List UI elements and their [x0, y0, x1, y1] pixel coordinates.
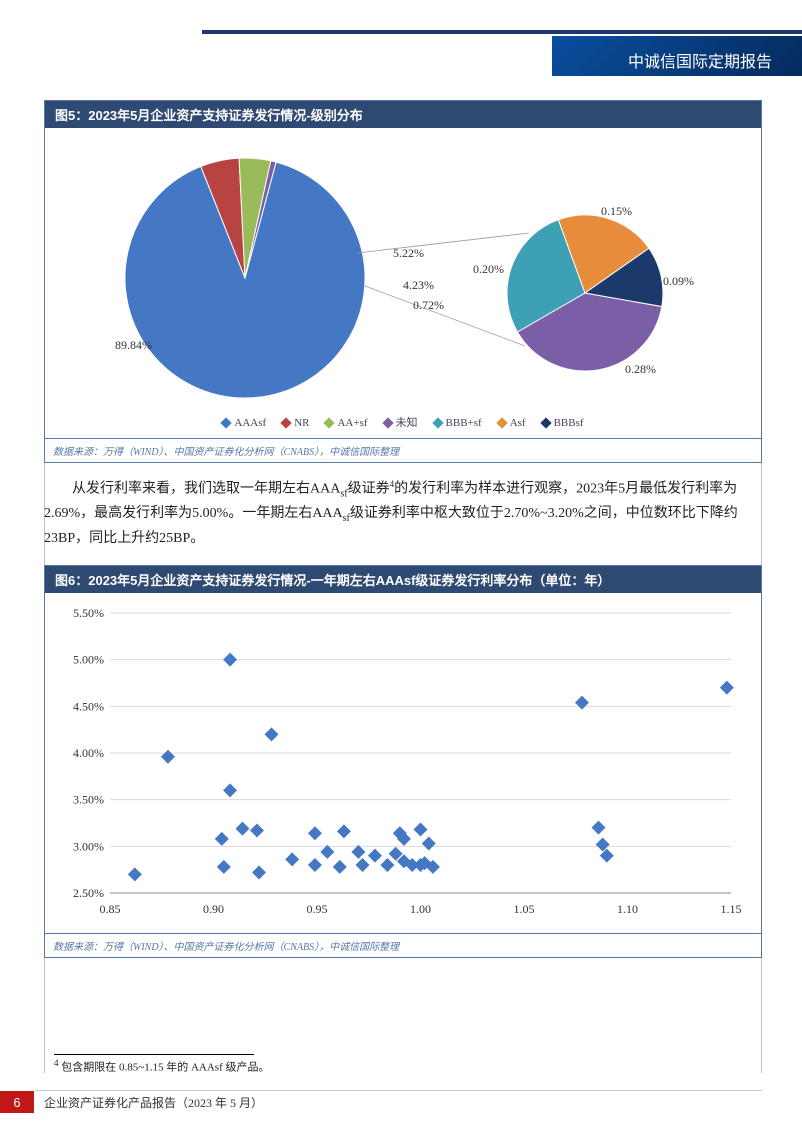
y-axis-label: 4.00%: [73, 746, 104, 760]
y-axis-label: 2.50%: [73, 886, 104, 900]
pie-slice-label: 0.20%: [473, 262, 504, 277]
scatter-point: [351, 845, 365, 859]
chart5-legend: AAAsf NR AA+sf 未知 BBB+sf Asf BBBsf: [45, 414, 761, 430]
scatter-point: [592, 821, 606, 835]
header-top-border: [202, 30, 802, 34]
body-paragraph: 从发行利率来看，我们选取一年期左右AAAsf级证券4的发行利率为样本进行观察，2…: [44, 477, 762, 551]
scatter-point: [575, 696, 589, 710]
page-footer: 6 企业资产证券化产品报告（2023 年 5 月）: [0, 1091, 263, 1113]
pie-slice-label: 0.28%: [625, 362, 656, 377]
footnote-separator: [54, 1054, 254, 1055]
scatter-point: [215, 832, 229, 846]
y-axis-label: 5.00%: [73, 653, 104, 667]
scatter-point: [380, 858, 394, 872]
scatter-point: [223, 653, 237, 667]
y-axis-label: 3.00%: [73, 839, 104, 853]
pie-slice-label: 0.15%: [601, 204, 632, 219]
pie-slice-label: 5.22%: [393, 246, 424, 261]
x-axis-label: 0.85: [100, 902, 121, 916]
chart6-svg: 2.50% 3.00% 3.50% 4.00% 4.50% 5.00% 5.50% 0.85 0…: [55, 603, 741, 923]
legend-item: AAAsf: [222, 417, 266, 429]
scatter-point: [320, 845, 334, 859]
scatter-point: [235, 822, 249, 836]
scatter-point: [252, 866, 266, 880]
y-axis-label: 3.50%: [73, 793, 104, 807]
scatter-point: [308, 858, 322, 872]
scatter-point: [600, 849, 614, 863]
pie-slice-label: 0.72%: [413, 298, 444, 313]
pie-slice-label: 4.23%: [403, 278, 434, 293]
scatter-point: [128, 867, 142, 881]
scatter-point: [414, 823, 428, 837]
legend-item: 未知: [384, 414, 418, 430]
footnote: 4 包含期限在 0.85~1.15 年的 AAAsf 级产品。: [54, 1058, 269, 1075]
scatter-point: [264, 727, 278, 741]
legend-item: BBB+sf: [434, 417, 482, 429]
x-axis-label: 1.05: [514, 902, 535, 916]
scatter-point: [337, 824, 351, 838]
chart5-body: 89.84% 5.22% 4.23% 0.72% 0.28% 0.20% 0.15% 0.09…: [45, 128, 761, 438]
y-axis-label: 4.50%: [73, 699, 104, 713]
x-axis-label: 0.95: [307, 902, 328, 916]
footer-title: 企业资产证券化产品报告（2023 年 5 月）: [44, 1094, 263, 1111]
scatter-point: [161, 750, 175, 764]
scatter-point: [308, 826, 322, 840]
scatter-point: [422, 837, 436, 851]
footnote-text: 包含期限在 0.85~1.15 年的 AAAsf 级产品。: [59, 1062, 270, 1074]
legend-item: Asf: [498, 417, 526, 429]
scatter-point: [223, 783, 237, 797]
scatter-point: [217, 860, 231, 874]
scatter-point: [333, 860, 347, 874]
chart6-source: 数据来源：万得（WIND）、中国资产证券化分析网（CNABS），中诚信国际整理: [45, 933, 761, 957]
legend-item: NR: [282, 417, 309, 429]
y-axis-label: 5.50%: [73, 606, 104, 620]
legend-item: AA+sf: [325, 417, 367, 429]
chart5-source: 数据来源：万得（WIND）、中国资产证券化分析网（CNABS），中诚信国际整理: [45, 438, 761, 462]
x-axis-label: 1.10: [617, 902, 638, 916]
chart5-container: 图5：2023年5月企业资产支持证券发行情况-级别分布 89.84% 5.22% 4…: [44, 100, 762, 463]
chart6-body: 2.50% 3.00% 3.50% 4.00% 4.50% 5.00% 5.50% 0.85 0…: [45, 593, 761, 933]
chart5-title: 图5：2023年5月企业资产支持证券发行情况-级别分布: [45, 101, 761, 128]
chart6-container: 图6：2023年5月企业资产支持证券发行情况-一年期左右AAAsf级证券发行利率…: [44, 565, 762, 958]
chart6-title: 图6：2023年5月企业资产支持证券发行情况-一年期左右AAAsf级证券发行利率…: [45, 566, 761, 593]
scatter-point: [285, 852, 299, 866]
legend-item: BBBsf: [542, 417, 584, 429]
x-axis-label: 1.00: [410, 902, 431, 916]
scatter-point: [368, 849, 382, 863]
x-axis-label: 0.90: [203, 902, 224, 916]
pie-slice-label: 89.84%: [115, 338, 152, 353]
scatter-point: [250, 824, 264, 838]
pie-slice-label: 0.09%: [663, 274, 694, 289]
scatter-point: [596, 838, 610, 852]
x-axis-label: 1.15: [721, 902, 742, 916]
scatter-point: [720, 681, 734, 695]
scatter-point: [356, 858, 370, 872]
header-report-name: 中诚信国际定期报告: [628, 48, 772, 72]
page-number: 6: [0, 1091, 34, 1113]
